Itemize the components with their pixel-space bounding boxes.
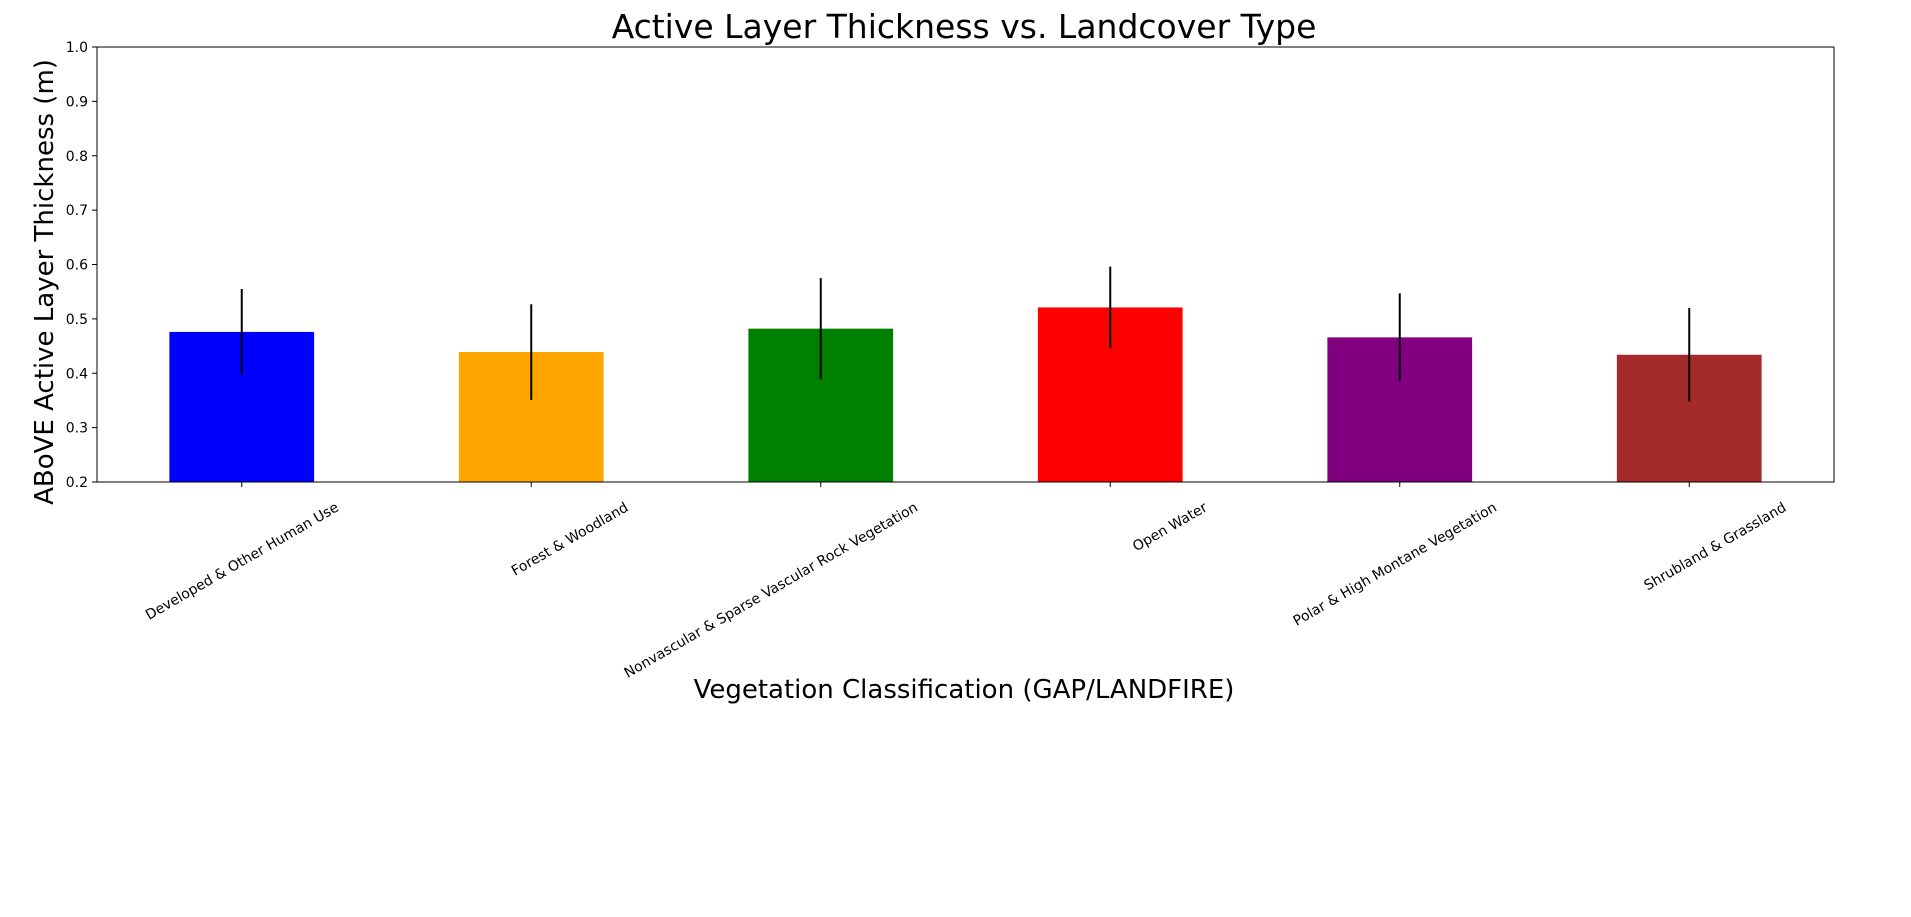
x-category-label: Nonvascular & Sparse Vascular Rock Veget…: [622, 500, 921, 682]
chart-title: Active Layer Thickness vs. Landcover Typ…: [612, 7, 1317, 46]
x-category-label: Polar & High Montane Vegetation: [1291, 500, 1500, 630]
y-tick-label: 0.3: [66, 421, 88, 437]
x-axis-label: Vegetation Classification (GAP/LANDFIRE): [694, 675, 1235, 705]
y-tick-label: 0.4: [66, 366, 88, 382]
y-axis-label: ABoVE Active Layer Thickness (m): [30, 59, 60, 505]
x-category-label: Shrubland & Grassland: [1642, 500, 1790, 595]
plot-area: [96, 46, 1835, 487]
y-axis-ticks: 0.2 0.3 0.4 0.5 0.6 0.7 0.8 0.9 1.0: [66, 40, 97, 491]
x-category-label: Forest & Woodland: [509, 500, 631, 580]
y-tick-label: 1.0: [66, 40, 88, 56]
x-category-label: Open Water: [1130, 499, 1210, 555]
plot-frame: [96, 46, 1835, 483]
x-axis-category-labels: Developed & Other Human Use Forest & Wood…: [143, 499, 1789, 681]
y-tick-label: 0.2: [66, 475, 88, 491]
y-tick-label: 0.8: [66, 149, 88, 165]
y-tick-label: 0.7: [66, 203, 88, 219]
y-tick-label: 0.6: [66, 258, 88, 274]
y-tick-label: 0.9: [66, 94, 88, 110]
y-tick-label: 0.5: [66, 312, 88, 328]
x-category-label: Developed & Other Human Use: [143, 500, 342, 624]
